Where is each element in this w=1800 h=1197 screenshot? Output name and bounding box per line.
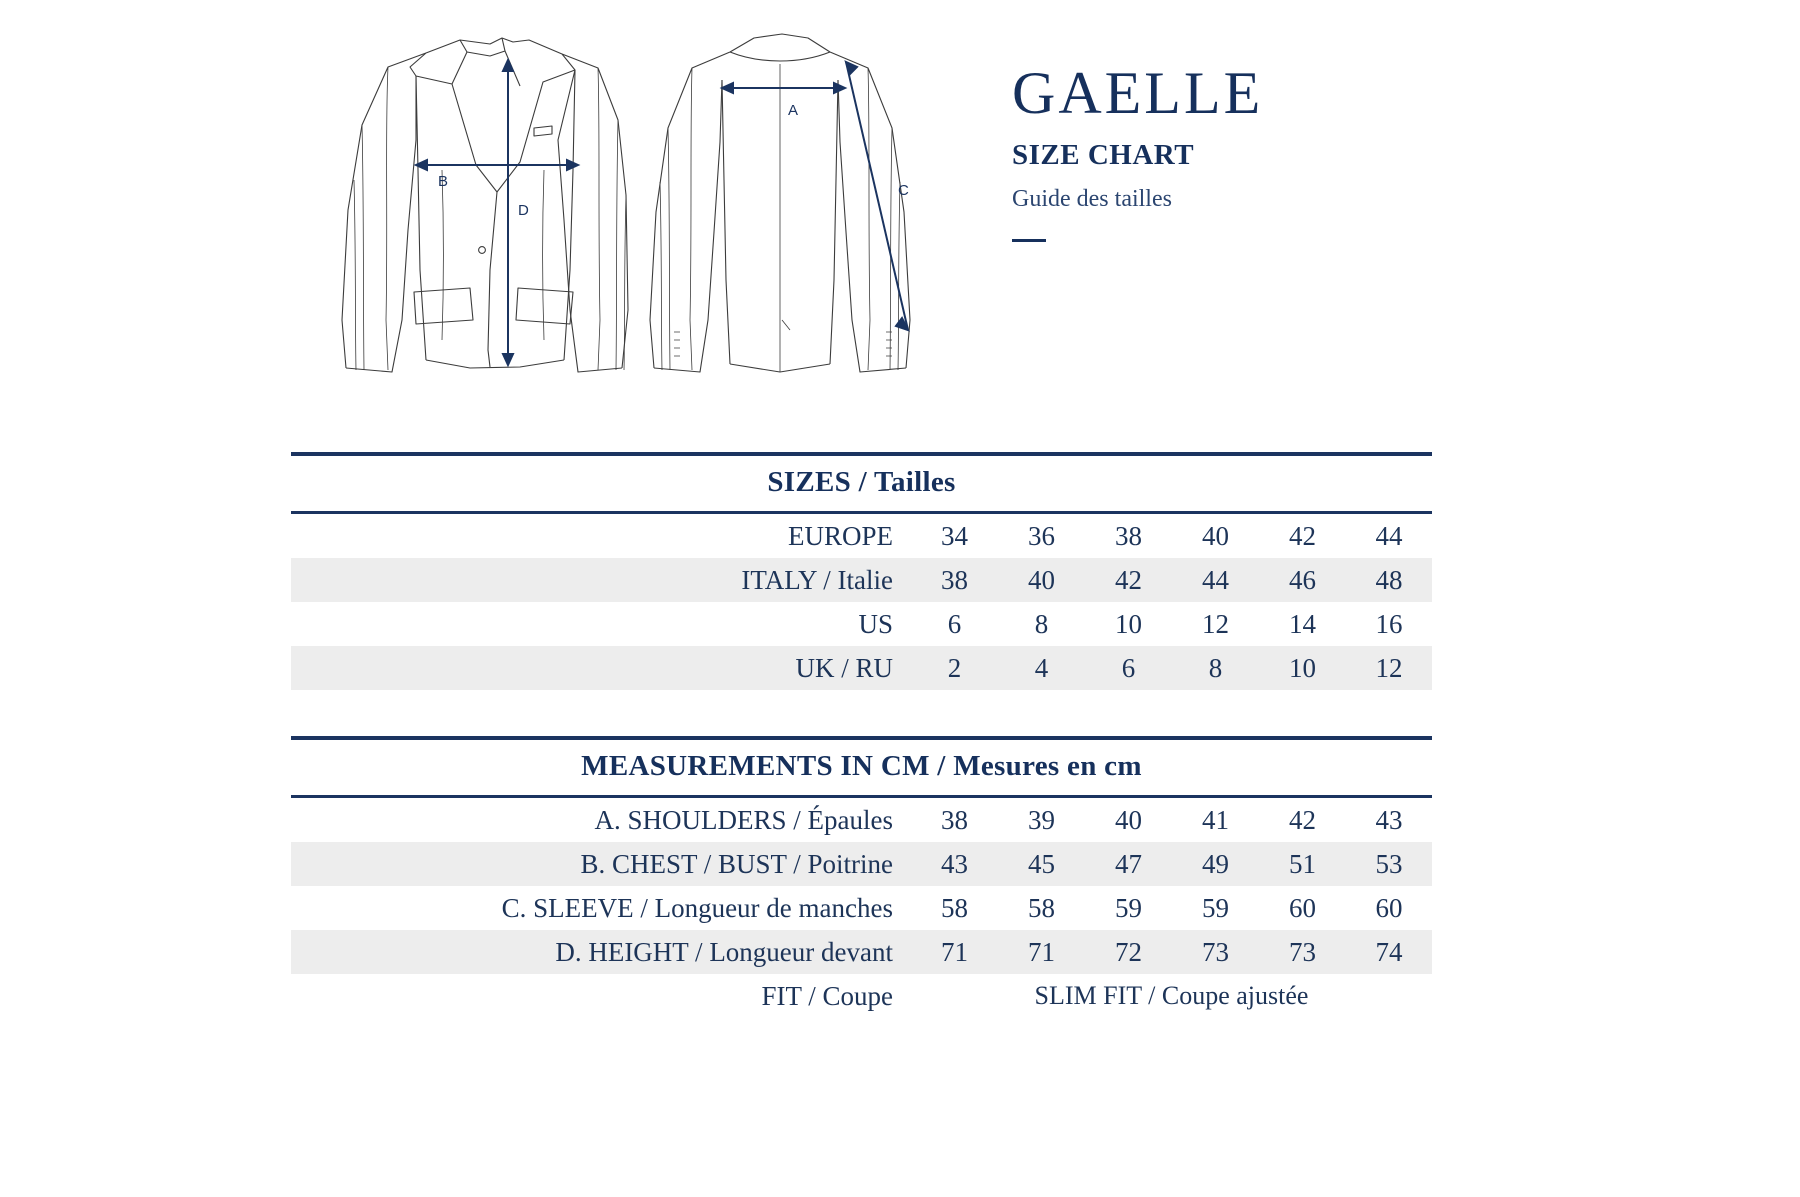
measurements-section-title: MEASUREMENTS IN CM / Mesures en cm (291, 740, 1432, 795)
cell: 48 (1375, 564, 1403, 595)
cell: 59 (1202, 892, 1229, 923)
cell: 45 (1028, 848, 1055, 879)
cell: 36 (1028, 520, 1055, 551)
row-label: EUROPE (787, 520, 893, 551)
fit-row-value: SLIM FIT / Coupe ajustée (1034, 981, 1309, 1010)
cell: 49 (1202, 848, 1229, 879)
cell: 8 (1208, 652, 1223, 683)
cell: 73 (1202, 936, 1229, 967)
jacket-technical-drawing: B D A C (341, 33, 911, 373)
page-title-fr: Guide des tailles (1012, 186, 1172, 212)
cell: 60 (1289, 892, 1316, 923)
table-row: ITALY / Italie 38 40 42 44 46 48 (291, 558, 1432, 602)
cell: 12 (1202, 608, 1229, 639)
cell: 51 (1289, 848, 1316, 879)
table-row: C. SLEEVE / Longueur de manches 58 58 59… (291, 886, 1432, 930)
cell: 72 (1115, 936, 1142, 967)
table-row: US 6 8 10 12 14 16 (291, 602, 1432, 646)
measurements-table: A. SHOULDERS / Épaules 38 39 40 41 42 43… (291, 798, 1432, 1018)
row-label: C. SLEEVE / Longueur de manches (501, 892, 893, 923)
callout-label-c: C (898, 182, 909, 199)
measurements-header-rule (291, 795, 1432, 798)
cell: 41 (1202, 804, 1229, 835)
cell: 34 (941, 520, 968, 551)
fit-row: FIT / Coupe SLIM FIT / Coupe ajustée (291, 974, 1432, 1018)
cell: 16 (1375, 608, 1403, 639)
measurements-top-rule (291, 736, 1432, 740)
cell: 10 (1115, 608, 1142, 639)
cell: 38 (941, 564, 968, 595)
cell: 40 (1115, 804, 1142, 835)
tables-region: SIZES / Tailles EUROPE 34 36 38 40 42 44… (291, 452, 1432, 1018)
cell: 6 (1121, 652, 1136, 683)
cell: 71 (1028, 936, 1055, 967)
cell: 47 (1115, 848, 1142, 879)
cell: 53 (1375, 848, 1403, 879)
cell: 38 (1115, 520, 1142, 551)
sizes-table: EUROPE 34 36 38 40 42 44 ITALY / Italie … (291, 514, 1432, 690)
cell: 46 (1289, 564, 1316, 595)
cell: 74 (1375, 936, 1403, 967)
cell: 4 (1034, 652, 1049, 683)
cell: 40 (1202, 520, 1229, 551)
row-label: US (858, 608, 893, 639)
callout-label-d: D (518, 202, 529, 219)
cell: 38 (941, 804, 968, 835)
cell: 71 (941, 936, 968, 967)
divider-dash (1012, 239, 1046, 242)
cell: 42 (1289, 804, 1316, 835)
row-label: A. SHOULDERS / Épaules (594, 804, 894, 835)
cell: 10 (1289, 652, 1316, 683)
header-region: B D A C GAELLE SIZE CHART Guide des tail… (0, 0, 1800, 440)
cell: 2 (947, 652, 962, 683)
cell: 42 (1289, 520, 1316, 551)
cell: 58 (1028, 892, 1055, 923)
fit-row-label: FIT / Coupe (761, 980, 893, 1011)
cell: 44 (1375, 520, 1403, 551)
callout-label-b: B (438, 173, 448, 190)
cell: 40 (1028, 564, 1055, 595)
cell: 59 (1115, 892, 1142, 923)
jacket-illustrations: B D A C (330, 20, 970, 410)
cell: 8 (1034, 608, 1049, 639)
cell: 42 (1115, 564, 1142, 595)
table-row: A. SHOULDERS / Épaules 38 39 40 41 42 43 (291, 798, 1432, 842)
cell: 39 (1028, 804, 1055, 835)
sizes-top-rule (291, 452, 1432, 456)
row-label: B. CHEST / BUST / Poitrine (580, 848, 893, 879)
cell: 58 (941, 892, 968, 923)
cell: 43 (941, 848, 968, 879)
sizes-section-title: SIZES / Tailles (291, 456, 1432, 511)
page-title: SIZE CHART (1012, 139, 1195, 171)
cell: 73 (1289, 936, 1316, 967)
brand-name: GAELLE (1012, 60, 1264, 126)
row-label: UK / RU (795, 652, 893, 683)
cell: 60 (1375, 892, 1403, 923)
section-gap (291, 690, 1432, 736)
brand-block: GAELLE SIZE CHART Guide des tailles (1012, 62, 1532, 242)
table-row: EUROPE 34 36 38 40 42 44 (291, 514, 1432, 558)
table-row: UK / RU 2 4 6 8 10 12 (291, 646, 1432, 690)
cell: 43 (1375, 804, 1403, 835)
cell: 44 (1202, 564, 1229, 595)
cell: 14 (1289, 608, 1316, 639)
cell: 6 (947, 608, 962, 639)
callout-label-a: A (788, 102, 798, 119)
row-label: D. HEIGHT / Longueur devant (555, 936, 893, 967)
table-row: D. HEIGHT / Longueur devant 71 71 72 73 … (291, 930, 1432, 974)
row-label: ITALY / Italie (741, 564, 893, 595)
cell: 12 (1375, 652, 1403, 683)
table-row: B. CHEST / BUST / Poitrine 43 45 47 49 5… (291, 842, 1432, 886)
sizes-header-rule (291, 511, 1432, 514)
